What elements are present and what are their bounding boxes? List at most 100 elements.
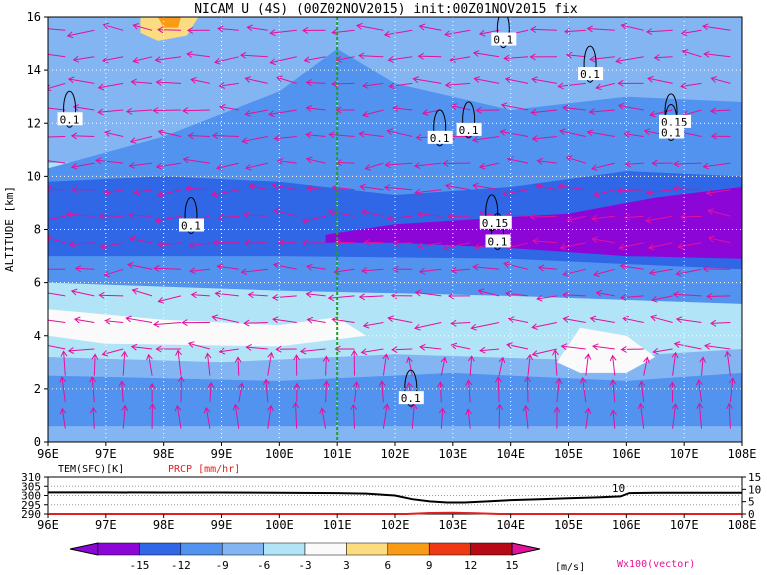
wind-vector: [653, 54, 673, 61]
wind-vector: [187, 341, 211, 350]
wind-vector: [154, 215, 182, 224]
wind-vector: [680, 29, 702, 37]
surface-x-tick-label: 107E: [670, 518, 699, 532]
wind-vector: [699, 356, 707, 376]
wind-vector: [293, 354, 301, 376]
wind-vector: [301, 239, 326, 247]
wind-vector: [186, 26, 210, 34]
wind-vector: [70, 132, 95, 140]
wind-vector: [675, 268, 702, 277]
wind-vector: [232, 403, 240, 429]
wind-vector: [68, 240, 95, 248]
wind-vector: [707, 235, 731, 244]
wind-vector: [536, 294, 557, 302]
wind-vector: [157, 295, 182, 304]
wind-vector: [148, 403, 156, 429]
x-tick-label: 98E: [153, 447, 175, 461]
contour-label-bg: [659, 125, 685, 139]
wind-vector: [672, 291, 702, 299]
surface-y-tick-label: 300: [21, 490, 41, 503]
wind-vector: [562, 315, 586, 323]
wind-vector: [703, 50, 731, 58]
x-tick-label: 105E: [554, 447, 583, 461]
wind-vector: [619, 262, 644, 270]
wind-vector: [591, 215, 615, 222]
wind-vector: [531, 76, 557, 84]
wind-vector: [586, 129, 615, 137]
surface-x-tick-label: 96E: [37, 518, 59, 532]
x-tick-label: 97E: [95, 447, 117, 461]
wind-vector: [182, 156, 210, 164]
wind-vector: [331, 80, 355, 88]
y-tick-label: 10: [27, 169, 41, 183]
wind-vector: [447, 212, 471, 220]
surface-y-tick-label: 305: [21, 480, 41, 493]
colorbar-swatch: [470, 542, 513, 556]
wind-vector: [584, 353, 592, 376]
x-tick-label: 107E: [670, 447, 699, 461]
wind-vector: [301, 215, 326, 224]
wind-vector: [103, 130, 124, 137]
wind-vector: [536, 157, 557, 165]
wind-vector: [152, 107, 182, 114]
wind-vector: [673, 160, 702, 168]
wind-vector: [48, 292, 66, 297]
wind-vector: [59, 407, 67, 429]
wind-vector: [190, 77, 211, 84]
wind-vector: [559, 242, 586, 251]
wind-vector: [414, 188, 442, 196]
wind-vector: [306, 263, 326, 271]
colorbar-swatch: [180, 542, 223, 556]
wind-vector: [531, 322, 558, 330]
wind-vector: [67, 76, 95, 84]
wind-vector: [322, 380, 330, 403]
wind-vector: [214, 290, 239, 298]
wind-vector: [157, 129, 182, 137]
wind-vector: [103, 268, 124, 278]
contour-label: 0.15: [482, 217, 509, 230]
wind-vector: [668, 381, 676, 403]
wind-vector: [48, 107, 66, 111]
wind-vector: [537, 264, 557, 272]
wind-vector: [218, 347, 239, 355]
wind-vector: [182, 107, 210, 115]
contour-label: 0.1: [580, 68, 600, 81]
wind-vector: [98, 212, 124, 220]
y-tick-label: 0: [34, 435, 41, 449]
wind-vector: [595, 289, 615, 297]
wind-vector: [319, 407, 327, 429]
wind-vector: [118, 380, 126, 403]
contour-label-bg: [179, 218, 205, 232]
wind-vector: [101, 56, 124, 64]
wind-vector: [479, 346, 500, 354]
field-jet-core: [325, 187, 742, 259]
surface-x-tick-label: 100E: [265, 518, 294, 532]
wind-vector: [91, 353, 99, 376]
wind-vector: [616, 187, 644, 195]
wind-vector: [417, 52, 442, 60]
field-positive-core: [157, 17, 181, 28]
wind-vector: [671, 351, 679, 376]
wind-vector: [652, 347, 673, 355]
wind-vector: [709, 107, 731, 115]
wind-vector: [327, 294, 355, 302]
wind-vector: [98, 291, 124, 299]
wind-vector: [302, 26, 326, 34]
surface-y-tick-label: 310: [21, 471, 41, 484]
wind-vector: [562, 268, 586, 277]
wind-vector: [437, 381, 445, 403]
wind-vector: [416, 242, 442, 250]
wind-vector: [529, 213, 557, 221]
wind-vector: [623, 130, 644, 138]
wind-vector: [651, 159, 673, 167]
precip-line: [48, 511, 742, 515]
contour-line: [63, 90, 77, 128]
wind-vector: [268, 109, 297, 118]
contour-line: [184, 197, 198, 234]
wind-vector: [503, 261, 529, 270]
wind-vector: [269, 56, 297, 66]
wind-vector: [710, 319, 731, 327]
wind-vector: [579, 376, 587, 403]
wind-vector: [382, 353, 390, 376]
